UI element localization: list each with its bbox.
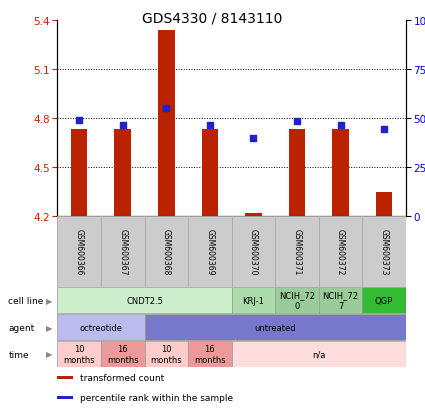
Text: percentile rank within the sample: percentile rank within the sample [80,393,233,402]
Text: cell line: cell line [8,296,44,305]
Point [381,127,388,133]
FancyBboxPatch shape [101,217,144,287]
Text: transformed count: transformed count [80,373,164,382]
Text: GSM600373: GSM600373 [380,229,388,275]
FancyBboxPatch shape [232,217,275,287]
Point [207,122,213,128]
Text: n/a: n/a [312,350,326,358]
Text: 16
months: 16 months [107,344,139,364]
Text: octreotide: octreotide [79,323,122,332]
Text: ▶: ▶ [45,296,52,305]
FancyBboxPatch shape [144,314,406,340]
Point [76,117,82,123]
Bar [71,130,88,217]
Text: 10
months: 10 months [63,344,95,364]
Text: time: time [8,350,29,358]
FancyBboxPatch shape [362,217,406,287]
Text: KRJ-1: KRJ-1 [243,296,264,305]
FancyBboxPatch shape [101,341,144,367]
FancyBboxPatch shape [319,217,362,287]
FancyBboxPatch shape [57,287,232,313]
Bar [289,130,305,217]
Text: untreated: untreated [255,323,296,332]
FancyBboxPatch shape [319,287,362,313]
Bar [158,31,175,217]
FancyBboxPatch shape [144,217,188,287]
Bar [57,377,73,379]
Text: GSM600371: GSM600371 [292,229,301,275]
Text: 10
months: 10 months [150,344,182,364]
Bar [245,214,262,217]
Point [250,135,257,142]
FancyBboxPatch shape [57,217,101,287]
Text: CNDT2.5: CNDT2.5 [126,296,163,305]
FancyBboxPatch shape [57,341,101,367]
Text: ▶: ▶ [45,323,52,332]
FancyBboxPatch shape [362,287,406,313]
Text: 16
months: 16 months [194,344,226,364]
Bar [57,396,73,399]
FancyBboxPatch shape [144,341,188,367]
Bar [376,192,392,217]
Text: GSM600369: GSM600369 [205,229,214,275]
Point [337,122,344,128]
Text: NCIH_72
7: NCIH_72 7 [323,291,359,310]
Bar [201,130,218,217]
FancyBboxPatch shape [275,217,319,287]
FancyBboxPatch shape [57,314,144,340]
FancyBboxPatch shape [188,341,232,367]
FancyBboxPatch shape [275,287,319,313]
Bar [332,130,349,217]
Text: GSM600366: GSM600366 [75,229,84,275]
Text: GSM600372: GSM600372 [336,229,345,275]
FancyBboxPatch shape [188,217,232,287]
Text: GSM600370: GSM600370 [249,229,258,275]
Text: GSM600368: GSM600368 [162,229,171,275]
Point [163,106,170,112]
Text: QGP: QGP [375,296,393,305]
Bar [114,130,131,217]
FancyBboxPatch shape [232,287,275,313]
Text: NCIH_72
0: NCIH_72 0 [279,291,315,310]
Text: ▶: ▶ [45,350,52,358]
FancyBboxPatch shape [232,341,406,367]
Text: GSM600367: GSM600367 [118,229,127,275]
Text: agent: agent [8,323,35,332]
Point [119,122,126,128]
Point [294,119,300,125]
Text: GDS4330 / 8143110: GDS4330 / 8143110 [142,12,283,26]
